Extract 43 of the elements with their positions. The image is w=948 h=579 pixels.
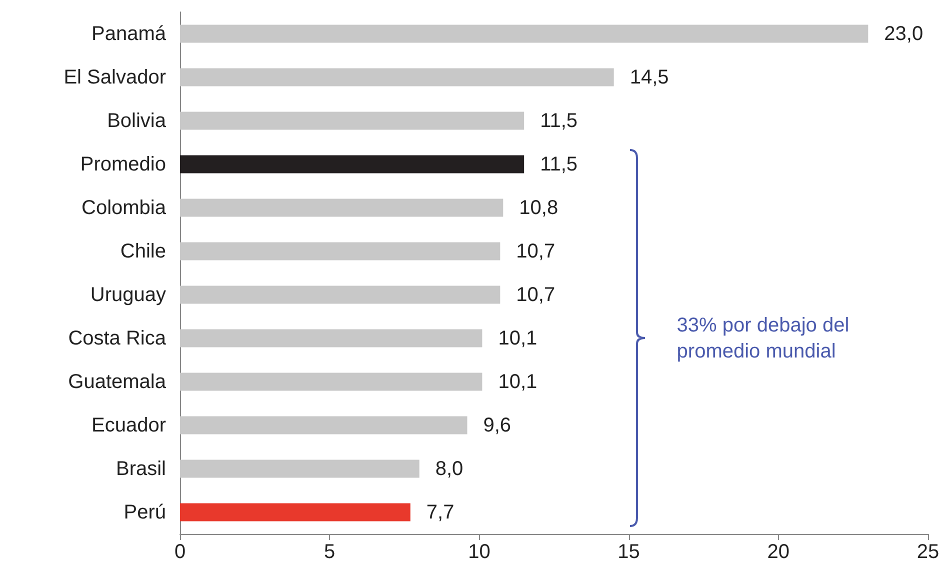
data-label: 10,1 [498, 370, 538, 393]
bar [180, 112, 524, 130]
x-tick-label: 10 [468, 541, 490, 563]
bar [180, 372, 482, 391]
data-label: 10,8 [519, 196, 558, 219]
bar [180, 24, 868, 43]
data-label: 11,5 [540, 153, 578, 176]
y-tick-label: Bolivia [107, 110, 167, 132]
y-tick-label: Uruguay [90, 284, 166, 306]
bar [180, 242, 500, 260]
bar [180, 198, 504, 217]
bar [180, 329, 482, 348]
x-tick-label: 25 [916, 541, 940, 563]
data-label: 9,6 [483, 414, 512, 436]
annotation: 33% por debajo del promedio mundial [676, 314, 855, 362]
y-tick-label: Panamá [92, 22, 167, 45]
y-tick-label: Colombia [82, 196, 167, 219]
y-tick-label: Chile [120, 240, 166, 262]
x-tick-label: 5 [324, 541, 336, 563]
data-label: 23,0 [884, 22, 924, 45]
bar [180, 155, 524, 174]
bar [180, 416, 468, 434]
x-tick-label: 15 [618, 541, 640, 563]
y-tick-label: Promedio [80, 153, 166, 176]
y-tick-label: Perú [124, 501, 166, 524]
y-tick-label: Guatemala [68, 370, 167, 393]
y-tick-label: Brasil [116, 458, 166, 480]
y-tick-label: Costa Rica [68, 327, 167, 350]
data-label: 8,0 [435, 458, 464, 480]
bar [180, 68, 614, 86]
bar [180, 460, 420, 478]
data-label: 10,1 [498, 327, 538, 350]
data-label: 7,7 [426, 501, 454, 524]
x-tick-label: 20 [767, 541, 790, 563]
bar [180, 503, 410, 522]
data-label: 10,7 [516, 284, 556, 306]
data-label: 11,5 [540, 110, 578, 132]
bar [180, 286, 500, 304]
y-tick-label: El Salvador [64, 66, 166, 88]
x-tick-label: 0 [174, 541, 186, 563]
y-tick-label: Ecuador [92, 414, 166, 436]
data-label: 10,7 [516, 240, 556, 262]
data-label: 14,5 [630, 66, 669, 88]
